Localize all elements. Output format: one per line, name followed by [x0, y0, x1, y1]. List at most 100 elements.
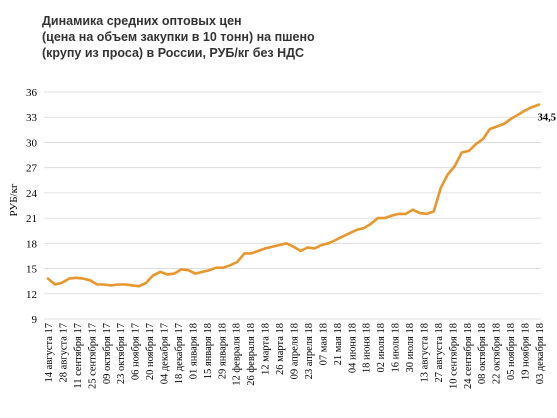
x-tick-label: 19 ноября 18 — [521, 323, 532, 380]
data-point — [208, 269, 210, 271]
x-tick-label: 02 июля 18 — [376, 323, 387, 373]
chart-title-line-1: Динамика средних оптовых цен — [42, 14, 242, 28]
x-tick-label: 23 апреля 18 — [304, 323, 315, 379]
data-point — [531, 106, 533, 108]
x-tick-label: 18 декабря 17 — [174, 323, 185, 384]
data-point — [215, 267, 217, 269]
x-tick-label: 14 августа 17 — [44, 323, 55, 382]
data-point — [398, 213, 400, 215]
y-tick-label: 12 — [26, 289, 37, 301]
x-tick-label: 08 октября 18 — [477, 323, 488, 384]
data-point — [313, 247, 316, 249]
data-point — [250, 252, 252, 254]
data-point — [342, 236, 344, 238]
x-tick-label: 26 февраля 18 — [246, 323, 257, 386]
x-tick-label: 15 января 18 — [203, 323, 214, 379]
data-point — [243, 252, 245, 254]
data-point — [503, 123, 505, 125]
x-tick-label: 29 января 18 — [217, 323, 228, 379]
data-point — [180, 268, 182, 270]
y-axis-ticks: 9 12 15 18 21 24 27 30 33 36 — [26, 87, 38, 326]
data-point — [278, 244, 281, 246]
data-point — [229, 264, 231, 266]
data-point — [292, 246, 295, 248]
data-point — [496, 125, 498, 128]
x-tick-label: 06 ноября 17 — [131, 323, 142, 380]
data-points — [47, 104, 540, 287]
data-point — [264, 247, 266, 249]
data-point — [131, 284, 133, 286]
data-point — [117, 283, 119, 286]
data-point — [201, 271, 203, 273]
data-point — [349, 232, 351, 234]
data-point — [321, 244, 323, 246]
x-tick-label: 09 апреля 18 — [290, 323, 301, 379]
x-tick-label: 30 июля 18 — [405, 323, 416, 373]
data-point — [285, 242, 288, 244]
chart-title-line-3: (крупу из проса) в России, РУБ/кг без НД… — [42, 46, 305, 60]
y-axis-label: РУБ/кг — [8, 183, 20, 216]
x-tick-label: 25 сентября 17 — [87, 323, 98, 389]
y-tick-label: 36 — [26, 87, 38, 99]
chart-title-line-2: (цена на объем закупки в 10 тонн) на пше… — [42, 30, 315, 44]
x-tick-label: 21 мая 18 — [333, 323, 344, 365]
data-point — [306, 246, 309, 249]
series-line-group — [46, 103, 541, 288]
data-point — [194, 273, 196, 275]
x-tick-label: 10 сентября 18 — [448, 323, 459, 389]
data-point — [433, 210, 435, 212]
data-point — [489, 128, 491, 130]
x-tick-label: 28 августа 17 — [58, 323, 69, 382]
data-point — [124, 283, 126, 286]
data-point — [412, 209, 414, 211]
data-point — [257, 250, 259, 252]
data-point — [299, 250, 302, 252]
data-point — [461, 151, 463, 154]
y-tick-label: 18 — [26, 238, 38, 250]
data-point — [103, 283, 105, 286]
data-point — [152, 274, 154, 276]
series-line — [46, 103, 541, 288]
x-tick-label: 13 августа 18 — [419, 323, 430, 382]
data-point — [363, 227, 365, 229]
data-point — [75, 277, 77, 279]
y-tick-label: 30 — [26, 137, 38, 149]
data-point — [538, 104, 540, 106]
x-tick-label: 04 декабря 17 — [160, 323, 171, 384]
data-point — [391, 215, 393, 217]
data-point — [68, 278, 70, 280]
data-point — [138, 285, 140, 287]
data-point — [271, 246, 274, 248]
data-point — [370, 223, 372, 225]
y-tick-label: 15 — [26, 264, 38, 276]
x-tick-label: 12 марта 18 — [261, 323, 272, 375]
data-point — [447, 173, 449, 175]
x-tick-label: 20 ноября 17 — [145, 323, 156, 380]
y-tick-label: 21 — [26, 213, 37, 225]
data-point — [356, 229, 358, 231]
data-point — [405, 213, 407, 215]
data-point — [54, 283, 56, 286]
data-point — [145, 282, 147, 284]
x-tick-label: 04 июня 18 — [347, 323, 358, 373]
data-point — [517, 114, 519, 116]
y-tick-label: 24 — [26, 188, 38, 200]
data-point — [475, 143, 477, 145]
gridlines — [44, 91, 541, 320]
data-point — [328, 242, 330, 244]
data-point — [236, 261, 238, 263]
x-tick-label: 23 октября 17 — [116, 323, 127, 384]
data-point — [89, 279, 91, 281]
data-point — [454, 165, 456, 167]
x-tick-label: 27 августа 18 — [434, 323, 445, 382]
y-tick-label: 27 — [26, 163, 38, 175]
data-point — [419, 212, 421, 214]
y-tick-label: 33 — [26, 112, 38, 124]
x-tick-label: 22 октября 18 — [492, 323, 503, 384]
data-point — [335, 239, 337, 241]
data-point — [426, 213, 428, 215]
data-point — [384, 217, 386, 219]
data-point — [173, 273, 175, 275]
x-tick-label: 11 сентября 17 — [73, 323, 84, 389]
